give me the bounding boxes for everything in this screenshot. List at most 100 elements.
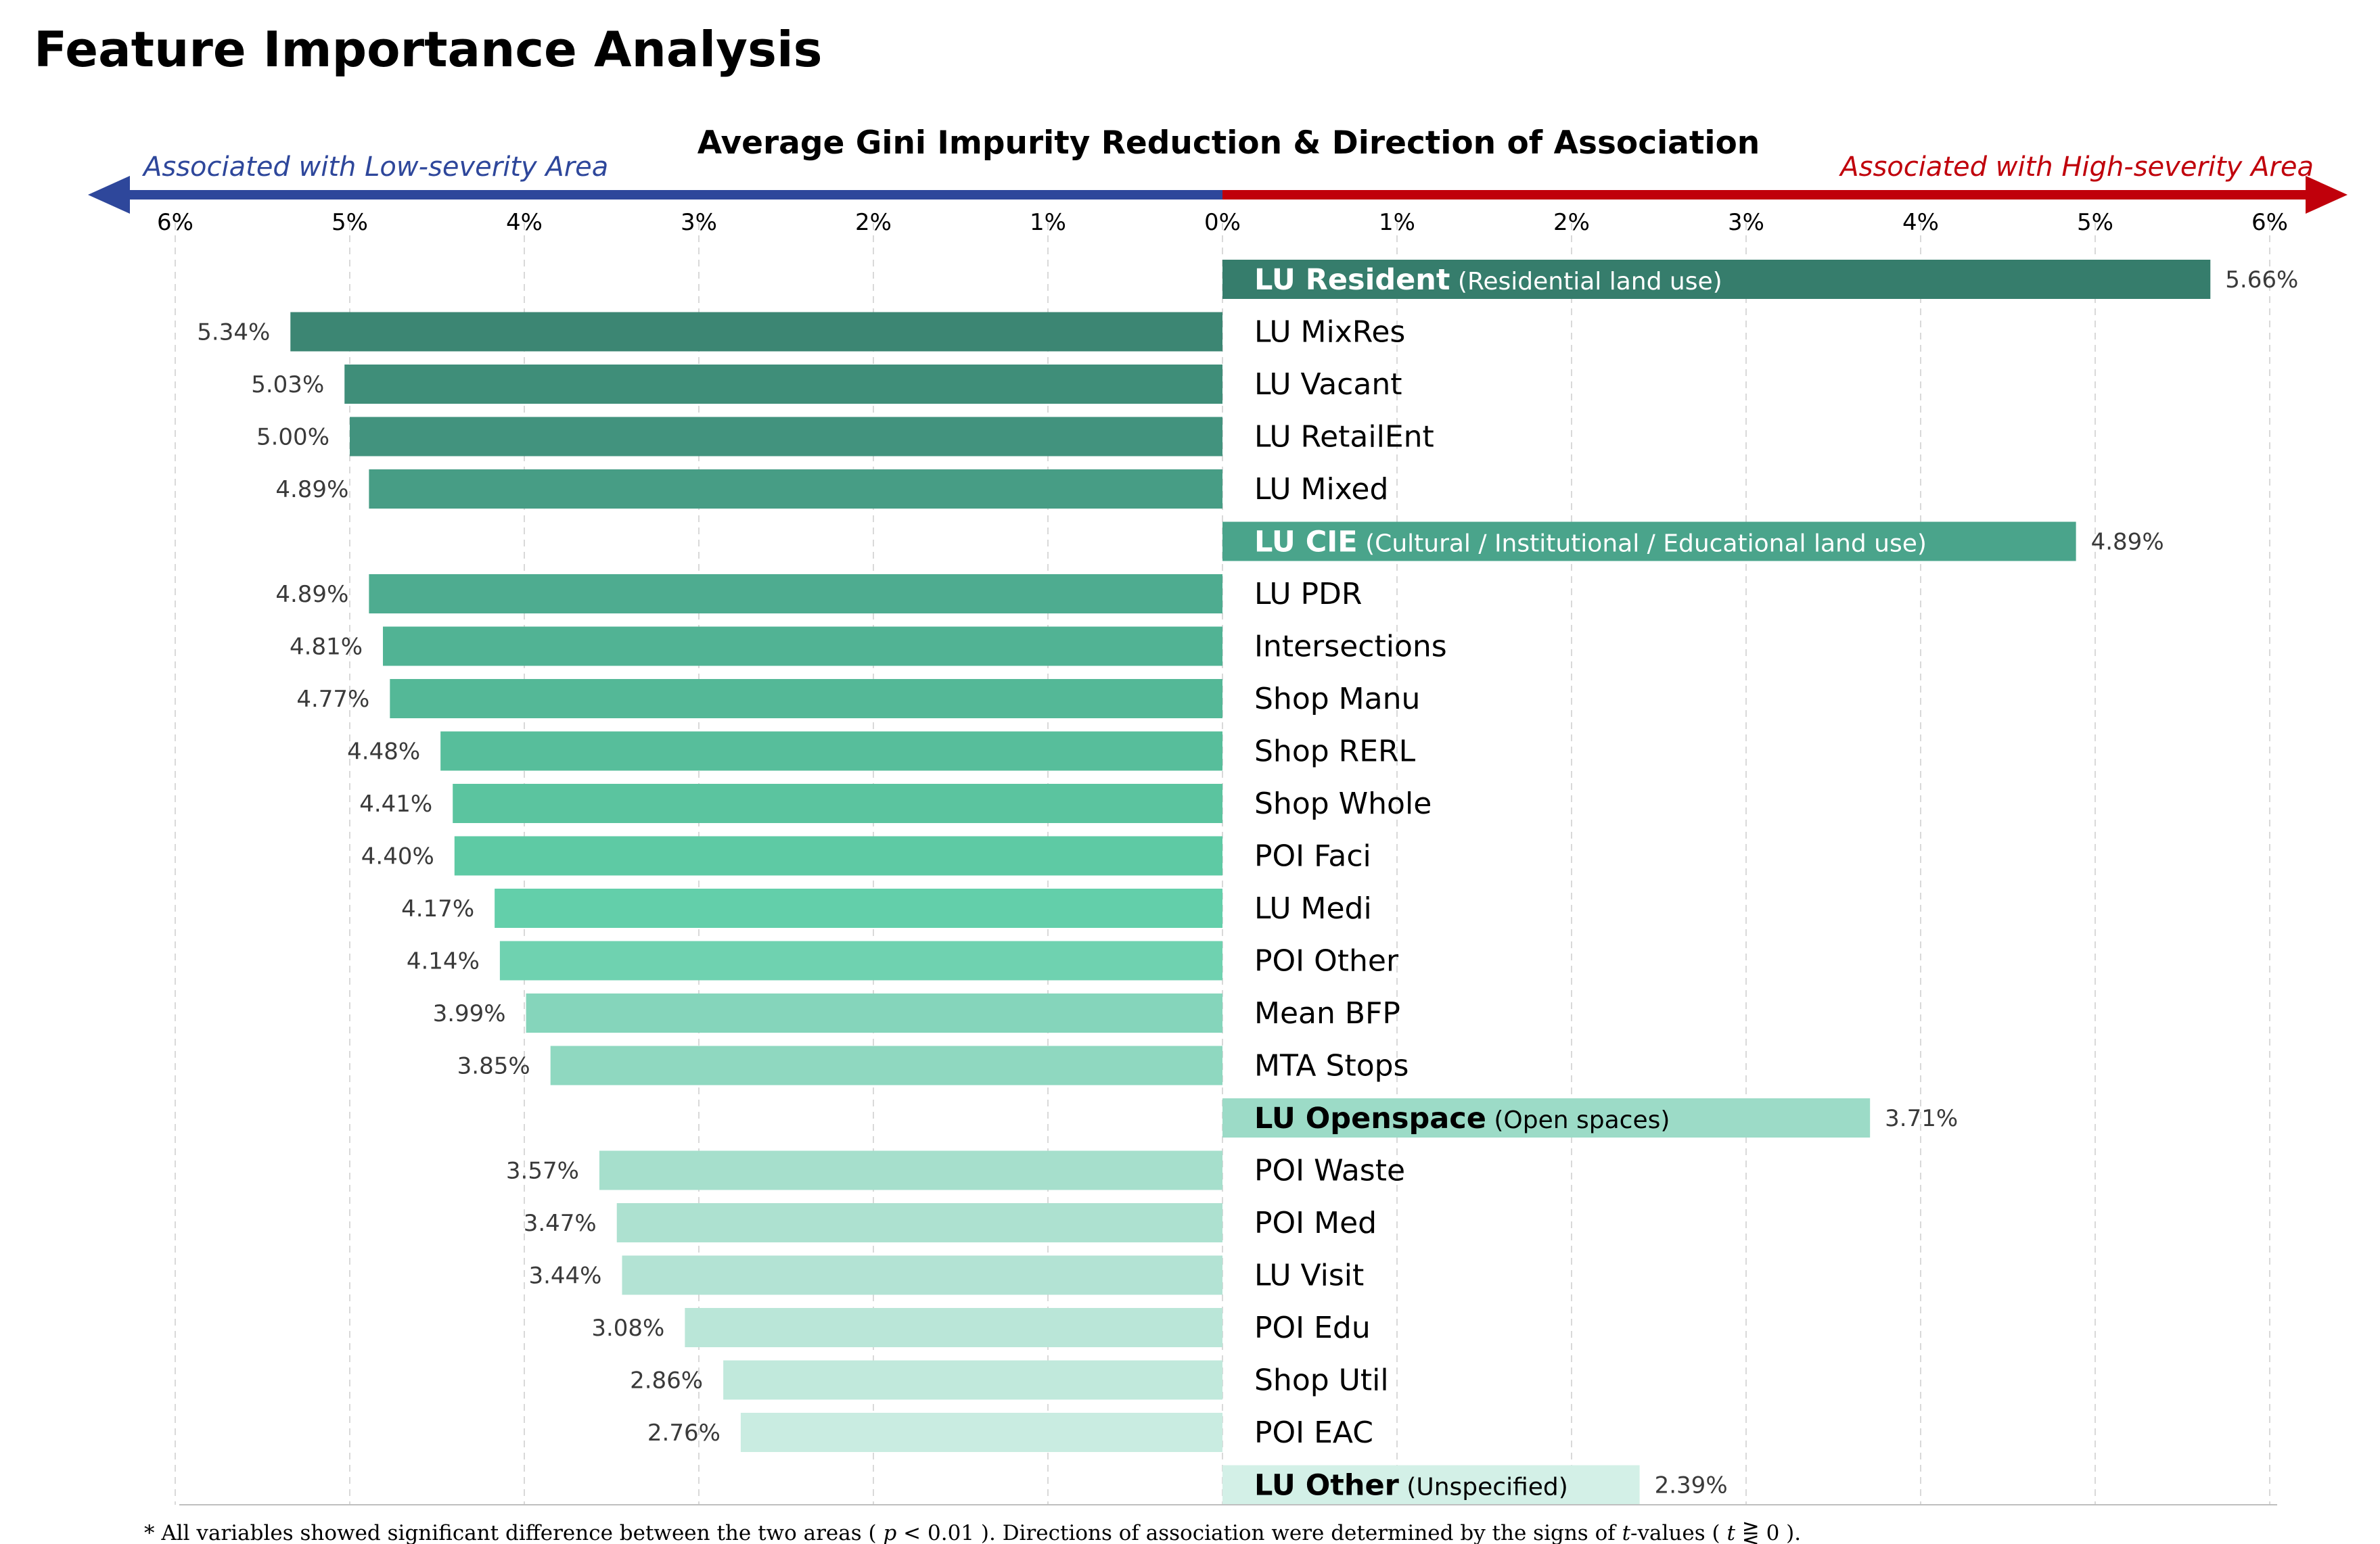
chart-title: Feature Importance Analysis [34, 21, 823, 78]
right-arrow-icon [2306, 176, 2348, 214]
chart-subtitle: Average Gini Impurity Reduction & Direct… [697, 124, 1760, 162]
value-label: 3.99% [433, 1000, 506, 1027]
bar [685, 1308, 1222, 1347]
category-label: LU MixRes [1254, 315, 1405, 350]
x-tick-label: 6% [2251, 209, 2288, 236]
category-label: POI Faci [1254, 839, 1371, 874]
x-tick-label: 3% [681, 209, 717, 236]
value-label: 3.08% [591, 1315, 664, 1342]
category-label: LU CIE (Cultural / Institutional / Educa… [1254, 525, 1927, 559]
category-label: POI Med [1254, 1206, 1377, 1240]
bars [290, 260, 2211, 1505]
low-severity-direction-label: Associated with Low-severity Area [141, 151, 608, 183]
bar [550, 1046, 1222, 1085]
x-tick-label: 5% [331, 209, 368, 236]
category-label: LU Resident (Residential land use) [1254, 263, 1722, 297]
left-arrow-icon [88, 176, 130, 214]
category-name: LU Resident [1254, 263, 1450, 297]
value-label: 5.66% [2225, 266, 2298, 294]
footnote: * All variables showed significant diffe… [144, 1521, 1801, 1544]
value-label: 4.17% [401, 895, 474, 922]
category-label: Shop Manu [1254, 682, 1420, 716]
footnote-p-variable: p [883, 1521, 896, 1544]
category-label: LU Vacant [1254, 367, 1402, 402]
value-label: 5.03% [251, 371, 324, 398]
bar [369, 574, 1222, 613]
value-label: 4.41% [359, 791, 432, 818]
value-labels: 5.66% 5.34% 5.03% 5.00% 4.89% 4.89% 4.89% 4.81%… [197, 266, 2298, 1499]
high-severity-arrow-shaft [1222, 190, 2307, 200]
footnote-t-expression: ⋛ 0 [1735, 1521, 1779, 1544]
category-name: LU Other [1254, 1469, 1400, 1503]
bar [440, 731, 1223, 771]
category-label: POI Edu [1254, 1311, 1371, 1345]
value-label: 4.14% [407, 948, 480, 975]
value-label: 4.89% [275, 581, 348, 608]
value-label: 3.71% [1885, 1105, 1958, 1132]
x-tick-label: 6% [157, 209, 193, 236]
x-tick-label: 0% [1204, 209, 1241, 236]
value-label: 2.86% [630, 1367, 703, 1395]
direction-arrows [88, 176, 2348, 214]
category-name: LU Openspace [1254, 1102, 1486, 1136]
bar [390, 679, 1222, 718]
category-label: POI EAC [1254, 1416, 1373, 1450]
category-label: LU Other (Unspecified) [1254, 1469, 1568, 1503]
value-label: 4.81% [290, 634, 363, 661]
value-label: 3.44% [528, 1263, 601, 1290]
category-label: LU Openspace (Open spaces) [1254, 1102, 1670, 1136]
x-tick-label: 1% [1030, 209, 1066, 236]
bar [1222, 1098, 1871, 1138]
bar [599, 1150, 1222, 1190]
value-label: 2.39% [1655, 1472, 1728, 1499]
footnote-p-expression: < 0.01 [896, 1521, 974, 1544]
category-label: LU Mixed [1254, 472, 1388, 507]
value-label: 4.77% [296, 686, 369, 713]
x-tick-label: 2% [1553, 209, 1590, 236]
category-label: LU RetailEnt [1254, 420, 1434, 454]
category-description: (Unspecified) [1399, 1474, 1568, 1501]
high-severity-direction-label: Associated with High-severity Area [1838, 151, 2314, 183]
bar [344, 365, 1222, 404]
bar [616, 1203, 1222, 1242]
bar [723, 1360, 1222, 1400]
bar [622, 1255, 1222, 1295]
axis-tick-labels: 6% 5% 4% 3% 2% 1% 0% 1% 2% 3% 4% 5% 6% [157, 209, 2288, 236]
footnote-part1: * All variables showed significant diffe… [144, 1521, 883, 1544]
value-label: 4.89% [2091, 529, 2164, 556]
category-label: LU PDR [1254, 577, 1363, 611]
x-tick-label: 2% [855, 209, 892, 236]
category-label: POI Waste [1254, 1154, 1405, 1188]
value-label: 2.76% [647, 1420, 720, 1447]
footnote-t-variable-2: t [1726, 1521, 1735, 1544]
bar [453, 784, 1222, 823]
category-labels: LU Resident (Residential land use) LU Mix… [1254, 263, 1927, 1503]
category-label: Shop RERL [1254, 734, 1416, 769]
value-label: 4.48% [347, 739, 420, 766]
low-severity-arrow-shaft [129, 190, 1222, 200]
bar [1222, 521, 2076, 561]
bar [1222, 1465, 1640, 1505]
bar [290, 312, 1222, 352]
bar [350, 417, 1222, 457]
category-label: POI Other [1254, 944, 1399, 979]
x-tick-label: 4% [1902, 209, 1939, 236]
x-tick-label: 3% [1728, 209, 1764, 236]
x-tick-label: 1% [1379, 209, 1415, 236]
bar [369, 469, 1222, 509]
category-description: (Open spaces) [1486, 1106, 1670, 1134]
category-description: (Residential land use) [1450, 268, 1722, 296]
bar [454, 836, 1222, 876]
value-label: 3.57% [506, 1158, 579, 1185]
value-label: 4.40% [361, 843, 434, 870]
category-label: LU Medi [1254, 891, 1372, 926]
x-tick-label: 5% [2077, 209, 2113, 236]
footnote-part3: -values ( [1630, 1521, 1726, 1544]
footnote-part2: ). Directions of association were determ… [974, 1521, 1622, 1544]
value-label: 4.89% [275, 476, 348, 503]
category-description: (Cultural / Institutional / Educational … [1358, 530, 1927, 558]
category-name: LU CIE [1254, 525, 1358, 559]
category-label: LU Visit [1254, 1259, 1364, 1293]
value-label: 5.00% [256, 424, 329, 451]
